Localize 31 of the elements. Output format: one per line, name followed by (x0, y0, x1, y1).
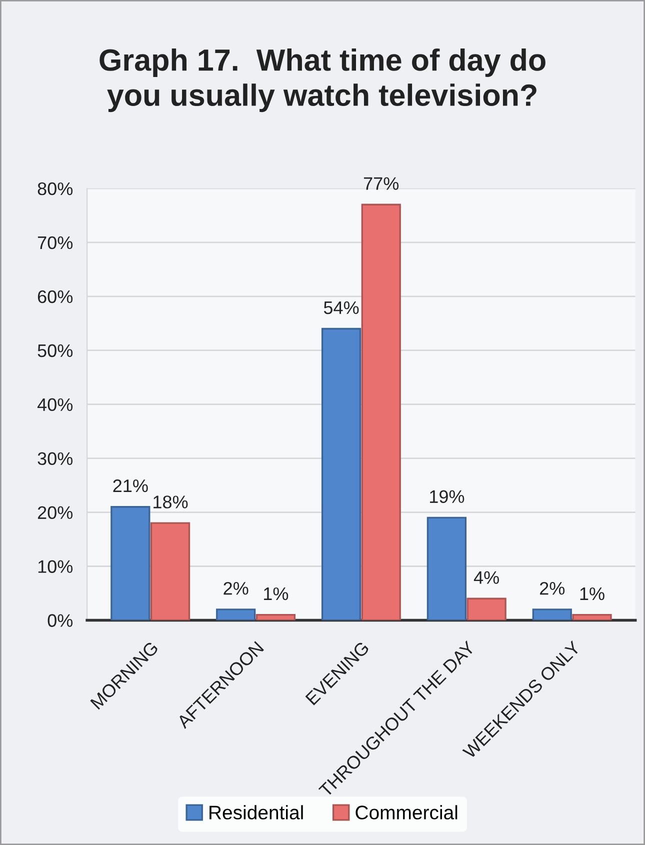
data-label: 2% (540, 582, 565, 595)
bar (256, 614, 296, 620)
legend-label: Commercial (356, 805, 458, 820)
bar (216, 608, 256, 620)
data-label: 54% (324, 301, 359, 314)
data-label: 19% (430, 490, 464, 503)
data-label: 18% (154, 496, 188, 508)
data-label: 2% (224, 582, 248, 595)
y-tick-label: 40% (37, 398, 73, 412)
data-label: 1% (264, 587, 288, 600)
bar (110, 506, 150, 620)
bar (321, 328, 362, 620)
bar (426, 516, 467, 620)
y-tick-label: 10% (38, 560, 73, 573)
bar (361, 204, 401, 620)
data-label: 21% (113, 479, 148, 492)
y-tick-label: 80% (38, 182, 73, 196)
data-label: 1% (580, 587, 604, 600)
y-tick-label: 0% (48, 614, 73, 627)
data-label: 77% (364, 177, 399, 190)
y-tick-label: 70% (38, 236, 73, 250)
y-tick-label: 60% (38, 290, 73, 304)
bar (150, 522, 190, 620)
bar (466, 598, 506, 620)
y-tick-label: 30% (38, 452, 73, 466)
y-tick-label: 50% (38, 344, 73, 358)
legend-label: Residential (210, 805, 303, 820)
y-tick-label: 20% (38, 506, 73, 519)
chart-title: Graph 17. What time of day do you usually watch television? (100, 48, 546, 112)
data-label: 4% (474, 571, 499, 584)
bar (572, 614, 612, 620)
